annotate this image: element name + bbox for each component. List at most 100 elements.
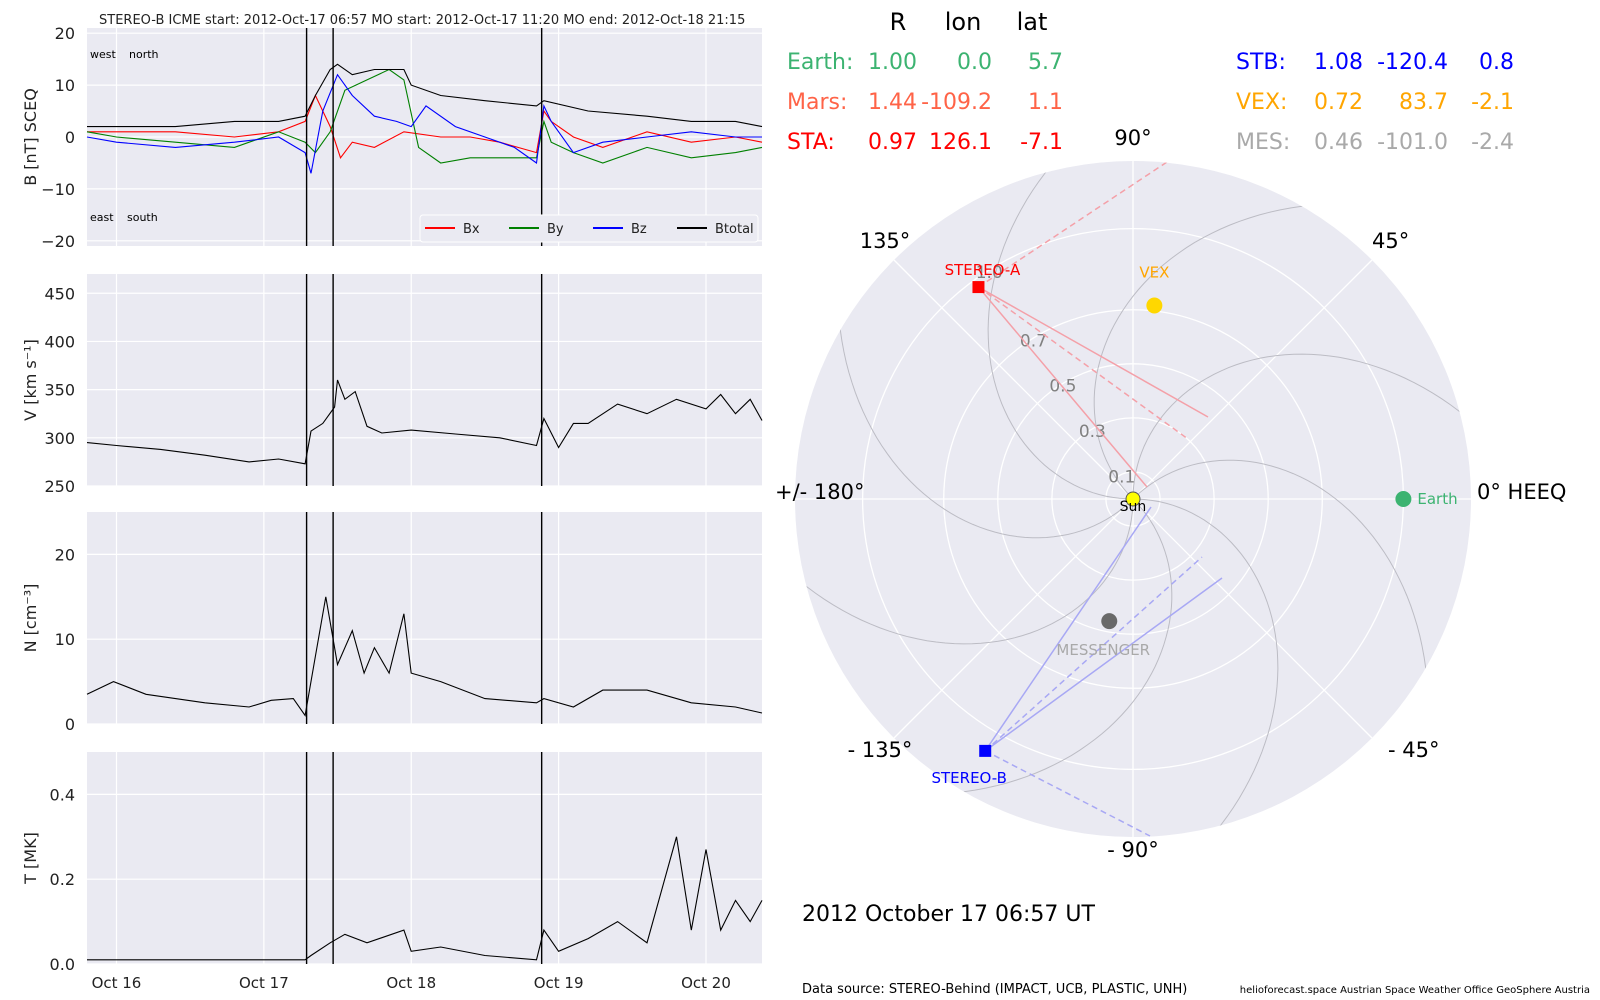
table-header-lat: lat <box>1017 8 1048 36</box>
series-N-line <box>86 596 763 717</box>
magnetic-field-panel: 20 10 0 −10 −20 B [nT] SCEQ west north east south… <box>21 24 763 251</box>
x-tick-label: Oct 20 <box>681 974 731 992</box>
plot-background <box>87 274 762 486</box>
table-row-lon: 0.0 <box>957 50 992 75</box>
table-row-lon: -120.4 <box>1377 50 1448 75</box>
polar-spoke <box>893 498 1134 739</box>
body-label-Earth: Earth <box>1417 490 1457 508</box>
y-tick-label: 0.2 <box>50 870 75 889</box>
y-tick-label: 350 <box>44 381 75 400</box>
annotation-west: west <box>90 48 116 61</box>
polar-angle-label: - 135° <box>848 738 913 762</box>
body-label-STEREO-A: STEREO-A <box>945 261 1021 279</box>
table-row-lon: 83.7 <box>1399 90 1448 115</box>
series-Bx-line <box>87 94 763 159</box>
table-row-name: STA: <box>787 130 835 155</box>
table-row-lat: 5.7 <box>1028 50 1063 75</box>
table-row-lat: -7.1 <box>1020 130 1063 155</box>
table-row-r: 0.72 <box>1314 90 1363 115</box>
table-row-name: Earth: <box>787 50 853 75</box>
observer-line <box>984 750 1151 837</box>
polar-spoke <box>1132 259 1373 500</box>
legend-label-Bx: Bx <box>463 222 480 237</box>
annotation-east: east <box>90 211 114 224</box>
y-tick-label: 10 <box>55 76 75 95</box>
legend-label-Bz: Bz <box>631 222 647 237</box>
legend-label-By: By <box>547 222 564 237</box>
y-axis-label: N [cm⁻³] <box>21 584 40 653</box>
legend: Bx By Bz Btotal <box>419 214 759 243</box>
parker-spiral-line <box>1093 203 1420 500</box>
y-tick-label: 450 <box>44 284 75 303</box>
x-tick-label: Oct 16 <box>92 974 142 992</box>
chart-title: STEREO-B ICME start: 2012-Oct-17 06:57 M… <box>99 13 745 28</box>
polar-angle-label: 135° <box>860 229 911 253</box>
polar-angle-label: 0° HEEQ <box>1477 480 1566 504</box>
series-By-line <box>86 68 763 164</box>
table-row-name: VEX: <box>1236 90 1287 115</box>
table-row-lat: -2.4 <box>1471 130 1514 155</box>
series-Bz-line <box>86 73 762 174</box>
observer-line <box>978 286 1209 418</box>
table-row-r: 0.46 <box>1314 130 1363 155</box>
table-row-lat: 0.8 <box>1479 50 1514 75</box>
table-row-lon: -101.0 <box>1377 130 1448 155</box>
body-marker-STEREO-B <box>979 744 992 757</box>
observer-lines <box>977 161 1223 837</box>
observer-line <box>984 506 1152 752</box>
table-row-name: STB: <box>1236 50 1286 75</box>
table-row-lat: 1.1 <box>1028 90 1063 115</box>
legend-label-Btotal: Btotal <box>715 222 754 237</box>
polar-angle-label: - 90° <box>1107 838 1158 862</box>
body-label-Sun: Sun <box>1120 499 1147 515</box>
y-axis-label: V [km s⁻¹] <box>21 339 40 421</box>
plot-background <box>87 512 762 724</box>
body-marker-STEREO-A <box>972 281 985 294</box>
body-marker-Sun <box>1125 491 1141 507</box>
radial-tick-label: 0.1 <box>1108 467 1135 487</box>
date-label: 2012 October 17 06:57 UT <box>802 902 1096 927</box>
plot-background <box>87 752 762 964</box>
y-tick-label: 10 <box>55 630 75 649</box>
table-row-r: 0.97 <box>868 130 917 155</box>
y-axis-label: B [nT] SCEQ <box>21 88 40 186</box>
annotation-south: south <box>127 211 158 224</box>
y-tick-label: 20 <box>55 24 75 43</box>
y-tick-label: 0 <box>65 715 75 734</box>
speed-panel: 450 400 350 300 250 V [km s⁻¹] <box>21 274 763 496</box>
table-row-lon: -109.2 <box>921 90 992 115</box>
body-label-STEREO-B: STEREO-B <box>931 769 1006 787</box>
legend-box <box>419 214 759 243</box>
body-marker-Earth <box>1395 491 1412 507</box>
x-tick-label: Oct 19 <box>534 974 584 992</box>
table-row-r: 1.44 <box>868 90 917 115</box>
series-Btotal-line <box>87 63 763 128</box>
table-row-lat: -2.1 <box>1471 90 1514 115</box>
observer-line <box>984 577 1223 752</box>
polar-angle-label: 90° <box>1114 126 1151 150</box>
radial-tick-label: 0.7 <box>1020 331 1047 351</box>
table-header-lon: lon <box>945 8 982 36</box>
footer-credits: helioforecast.space Austrian Space Weath… <box>1240 985 1590 996</box>
body-marker-MESSENGER <box>1101 613 1118 630</box>
polar-spoke <box>893 259 1134 500</box>
x-tick-label: Oct 17 <box>239 974 289 992</box>
y-axis-label: T [MK] <box>21 832 40 885</box>
table-row-name: MES: <box>1236 130 1290 155</box>
table-row-r: 1.00 <box>868 50 917 75</box>
y-tick-label: 250 <box>44 477 75 496</box>
table-header-r: R <box>890 8 907 36</box>
series-V-line <box>86 379 763 465</box>
table-row-r: 1.08 <box>1314 50 1363 75</box>
observer-line <box>984 556 1203 752</box>
y-tick-label: 20 <box>55 545 75 564</box>
y-tick-label: 0.0 <box>50 955 75 974</box>
polar-angle-label: 45° <box>1372 229 1409 253</box>
parker-spiral-line <box>846 498 1173 795</box>
body-marker-VEX <box>1146 297 1163 314</box>
observer-line <box>978 161 1171 288</box>
body-label-MESSENGER: MESSENGER <box>1056 641 1150 659</box>
